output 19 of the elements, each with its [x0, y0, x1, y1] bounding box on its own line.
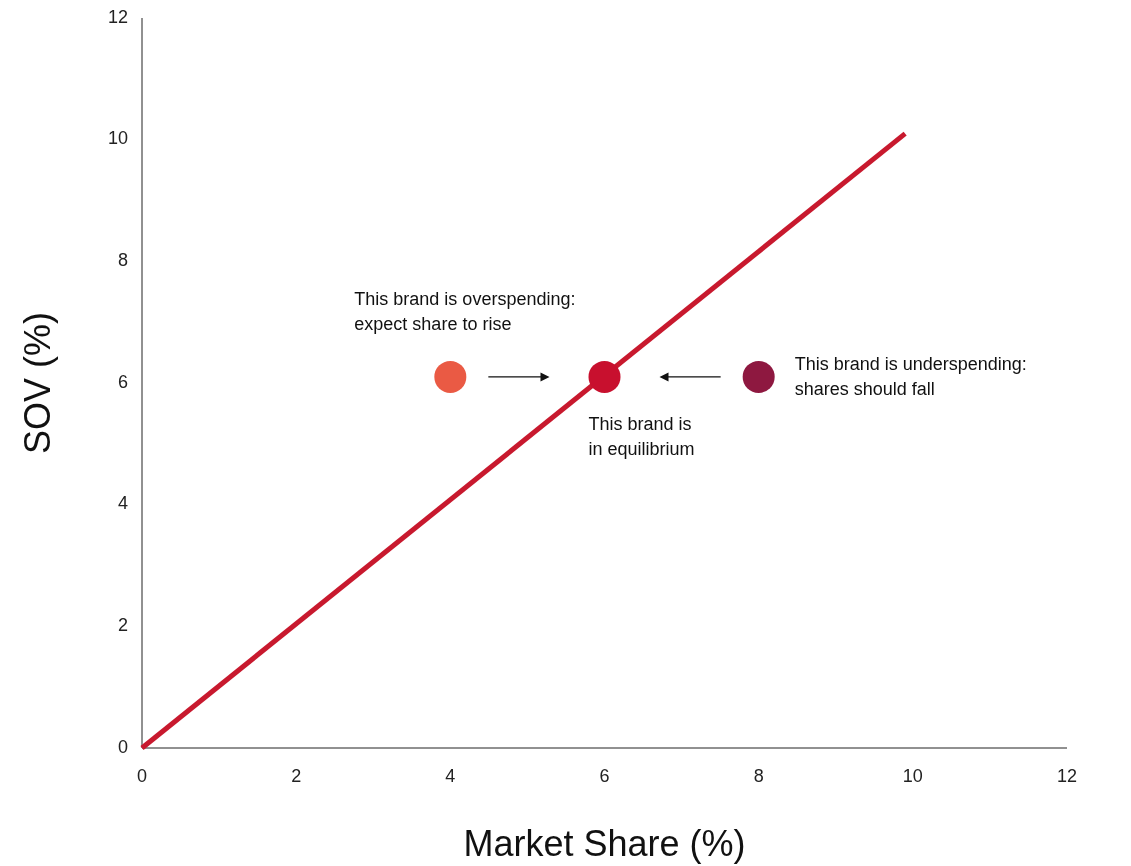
x-tick-label: 0	[136, 766, 148, 786]
x-tick-label: 4	[445, 766, 456, 786]
x-tick-label: 2	[291, 766, 302, 786]
y-tick-label: 12	[107, 6, 128, 27]
y-tick-label: 10	[107, 128, 128, 149]
x-tick-label: 12	[1056, 766, 1078, 786]
y-tick-label: 6	[117, 371, 128, 392]
annotation: This brand is in equilibrium	[588, 413, 695, 459]
x-axis-title: Market Share (%)	[463, 823, 746, 864]
x-tick-label: 6	[599, 766, 610, 786]
y-axis-title: SOV (%)	[17, 311, 58, 455]
annotation: This brand is overspending: expect share to rise	[354, 288, 576, 334]
y-tick-label: 8	[117, 250, 128, 271]
x-tick-label: 8	[753, 766, 764, 786]
y-tick-label: 2	[117, 615, 128, 636]
annotation: This brand is underspending: shares should fall	[794, 353, 1027, 399]
x-tick-label: 10	[902, 766, 923, 786]
y-tick-label: 0	[117, 736, 128, 757]
y-tick-label: 4	[117, 493, 128, 514]
